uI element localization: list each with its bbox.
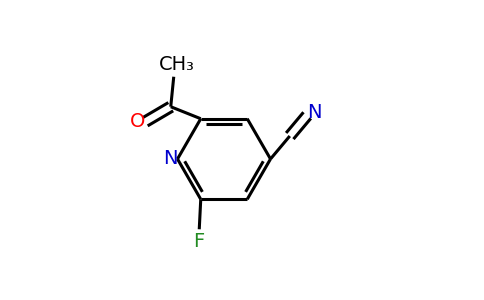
Text: F: F [194,232,205,251]
Text: CH₃: CH₃ [159,55,195,74]
Text: N: N [163,149,177,169]
Text: N: N [307,103,322,122]
Text: O: O [130,112,145,131]
